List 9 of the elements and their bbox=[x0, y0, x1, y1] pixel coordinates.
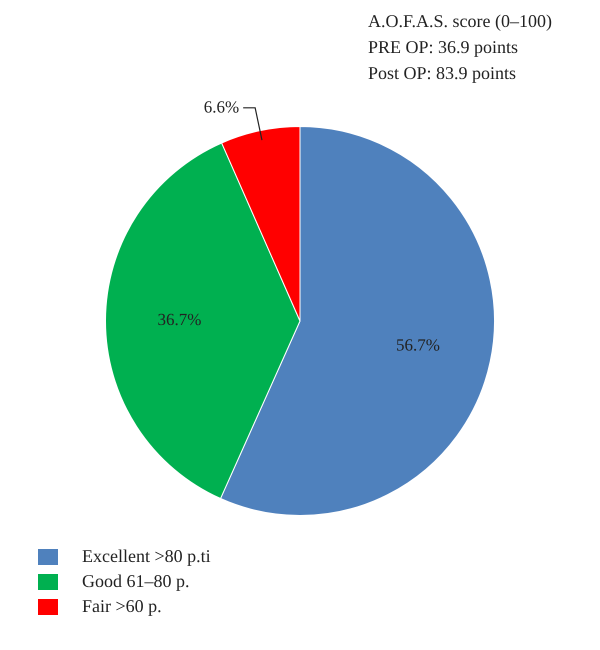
data-label: 36.7% bbox=[157, 310, 202, 330]
legend-label: Excellent >80 p.ti bbox=[82, 546, 211, 567]
legend-label: Good 61–80 p. bbox=[82, 571, 190, 592]
text: Post OP: 83.9 points bbox=[368, 62, 517, 85]
data-label: 6.6% bbox=[204, 97, 240, 116]
legend-label: Fair >60 p. bbox=[82, 596, 162, 617]
data-label: 56.7% bbox=[396, 336, 440, 355]
text: PRE OP: 36.9 points bbox=[368, 36, 519, 59]
text: A.O.F.A.S. score (0–100) bbox=[368, 10, 552, 33]
